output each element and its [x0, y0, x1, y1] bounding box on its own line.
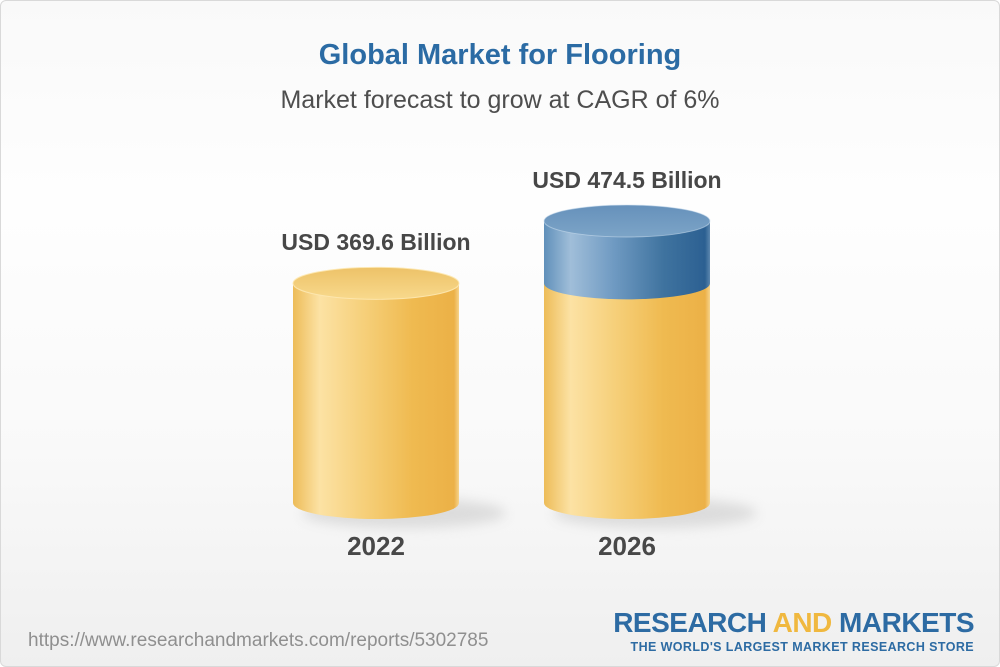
- logo-wordmark: RESEARCH AND MARKETS: [613, 606, 974, 638]
- cylinder-2022-segment-base: [293, 283, 459, 519]
- logo-word-research: RESEARCH: [613, 606, 767, 638]
- cylinder-2026-top: [543, 204, 711, 238]
- page-subtitle: Market forecast to grow at CAGR of 6%: [280, 86, 720, 114]
- logo-word-and: AND: [772, 606, 833, 638]
- research-and-markets-logo: RESEARCH AND MARKETS THE WORLD'S LARGEST…: [613, 606, 974, 654]
- value-label-2022: USD 369.6 Billion: [281, 229, 471, 256]
- category-label-2026: 2026: [598, 531, 656, 561]
- logo-word-markets: MARKETS: [839, 606, 974, 638]
- bars-layer: [292, 204, 757, 528]
- logo-tagline: THE WORLD'S LARGEST MARKET RESEARCH STOR…: [630, 639, 974, 654]
- page-title: Global Market for Flooring: [318, 39, 682, 71]
- category-label-2022: 2022: [347, 531, 405, 561]
- cylinder-2026-segment-growth: [544, 221, 710, 300]
- cylinder-2026-segment-base: [544, 283, 710, 519]
- cylinder-2022-top: [292, 266, 460, 300]
- report-url: https://www.researchandmarkets.com/repor…: [28, 630, 489, 651]
- value-label-2026: USD 474.5 Billion: [532, 167, 722, 193]
